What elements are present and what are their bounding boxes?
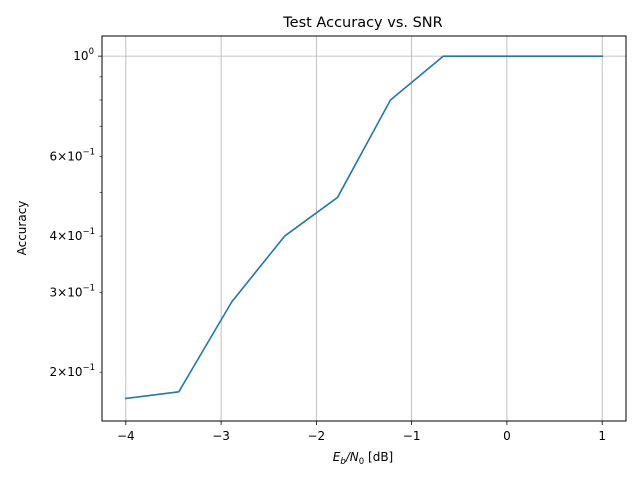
- plot-frame: [101, 35, 627, 422]
- y-tick-times: ×: [57, 229, 67, 243]
- x-tick-label: −1: [403, 429, 421, 443]
- y-tick-exponent: 0: [89, 47, 94, 57]
- y-tick-base: 10: [67, 149, 82, 163]
- x-tick-label: 0: [503, 429, 511, 443]
- x-tick-label: −4: [117, 429, 135, 443]
- series-layer: [124, 55, 603, 400]
- y-tick-times: ×: [57, 286, 67, 300]
- y-tick-exponent: −1: [82, 363, 95, 373]
- x-tick-label: −2: [308, 429, 326, 443]
- x-tick-label: −3: [212, 429, 230, 443]
- y-tick-base: 10: [67, 286, 82, 300]
- series-line: [124, 55, 603, 400]
- y-tick-exponent: −1: [82, 284, 95, 294]
- x-tick-label: 1: [598, 429, 606, 443]
- y-tick-coef: 6: [49, 149, 57, 163]
- y-tick-times: ×: [57, 365, 67, 379]
- y-axis-label: Accuracy: [15, 201, 29, 256]
- y-tick-label: 100: [73, 47, 94, 63]
- y-tick-label: 3×10−1: [49, 284, 95, 300]
- y-tick-coef: 2: [49, 365, 57, 379]
- y-tick-base: 10: [67, 229, 82, 243]
- x-axis-label: Eb/N0 [dB]: [333, 450, 393, 467]
- y-tick-base: 10: [67, 365, 82, 379]
- y-tick-label: 2×10−1: [49, 363, 95, 379]
- y-tick-exponent: −1: [82, 227, 95, 237]
- y-tick-base: 10: [73, 49, 88, 63]
- y-tick-coef: 4: [49, 229, 57, 243]
- y-tick-coef: 3: [49, 286, 57, 300]
- chart-title: Test Accuracy vs. SNR: [282, 15, 442, 31]
- y-tick-times: ×: [57, 149, 67, 163]
- grid: [102, 36, 626, 421]
- y-tick-label: 6×10−1: [49, 147, 95, 163]
- y-tick-label: 4×10−1: [49, 227, 95, 243]
- y-tick-exponent: −1: [82, 147, 95, 157]
